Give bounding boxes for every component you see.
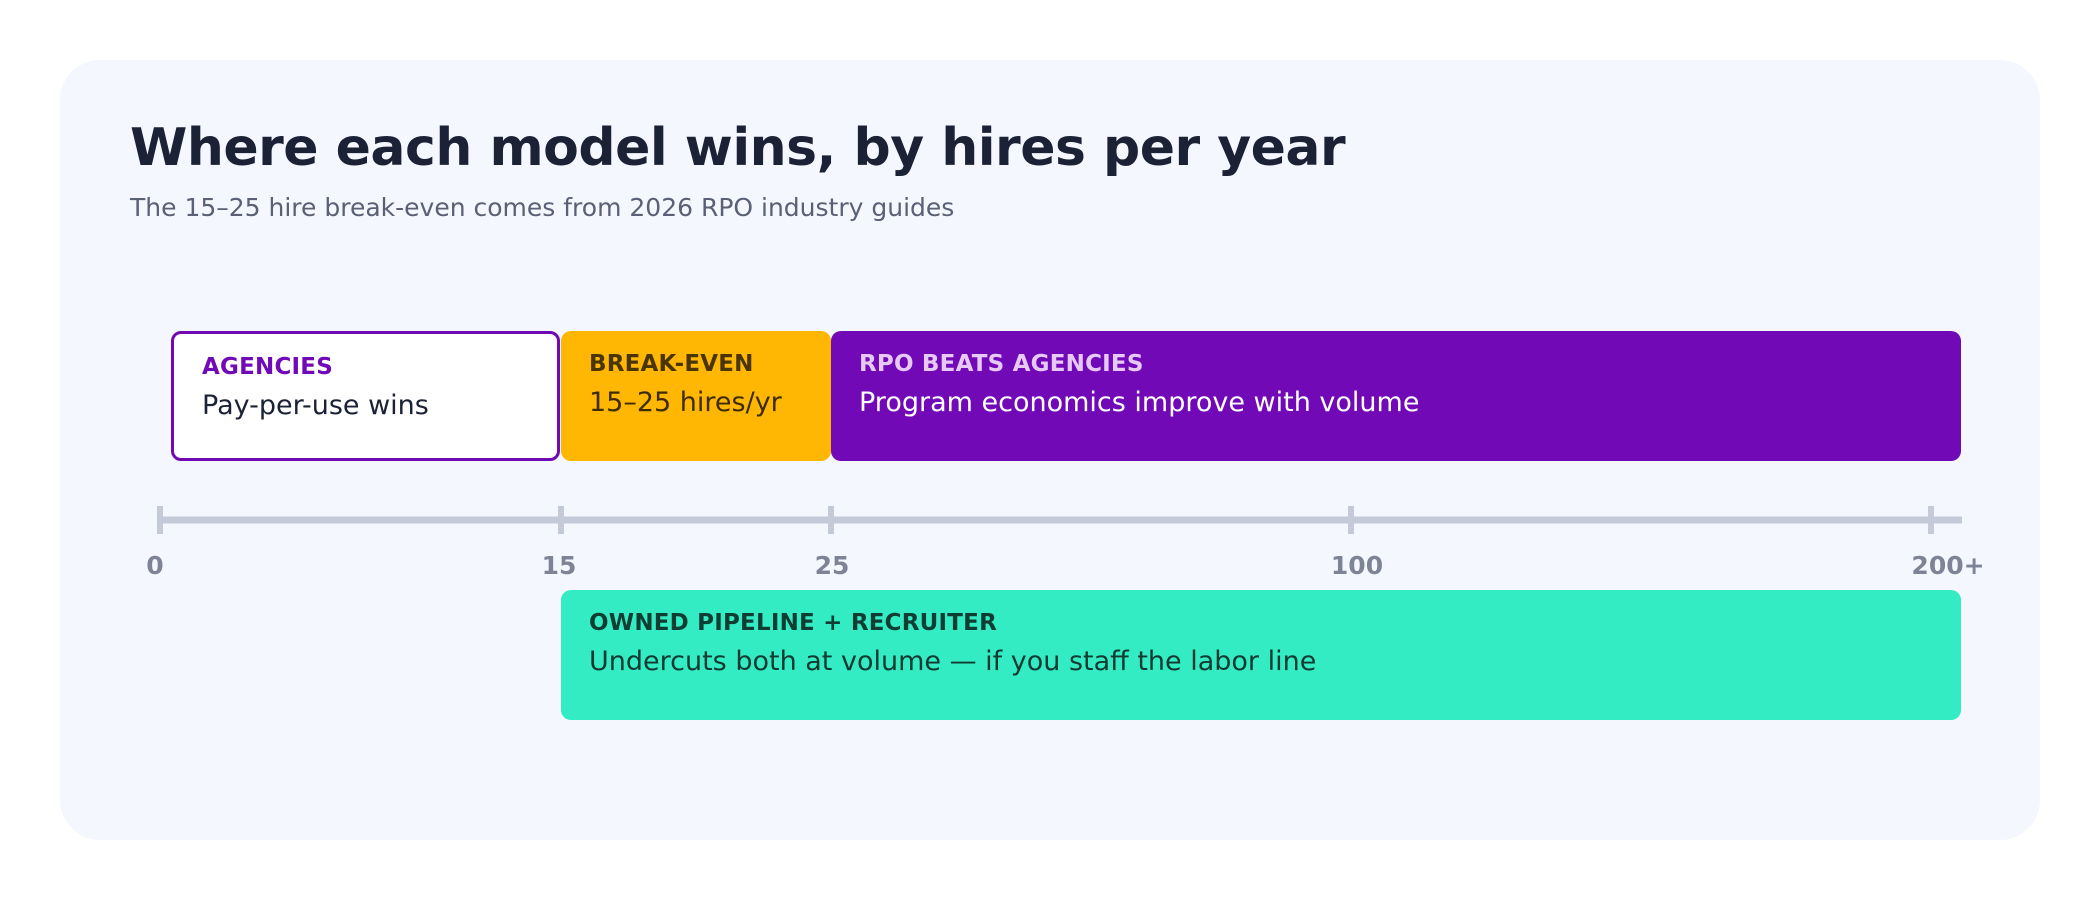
band-break-even-kicker: BREAK-EVEN (589, 351, 754, 377)
page-title: Where each model wins, by hires per year (130, 118, 1346, 178)
axis-tick-label-100: 100 (1330, 551, 1384, 580)
axis-tick-label-0: 0 (146, 551, 164, 580)
band-owned-pipeline: OWNED PIPELINE + RECRUITER Undercuts bot… (561, 590, 1961, 720)
band-break-even: BREAK-EVEN 15–25 hires/yr (561, 331, 831, 461)
band-break-even-desc: 15–25 hires/yr (589, 387, 782, 418)
band-rpo-kicker: RPO BEATS AGENCIES (859, 351, 1144, 377)
axis-tick-label-200: 200+ (1911, 551, 1985, 580)
axis-tick-label-15: 15 (541, 551, 577, 580)
page-subtitle: The 15–25 hire break-even comes from 202… (130, 193, 955, 222)
band-owned-kicker: OWNED PIPELINE + RECRUITER (589, 610, 997, 636)
band-rpo-desc: Program economics improve with volume (859, 387, 1420, 418)
band-agencies-kicker: AGENCIES (202, 354, 333, 380)
axis-tick-label-25: 25 (814, 551, 850, 580)
band-agencies: AGENCIES Pay-per-use wins (171, 331, 560, 461)
band-owned-desc: Undercuts both at volume — if you staff … (589, 646, 1317, 677)
band-rpo: RPO BEATS AGENCIES Program economics imp… (831, 331, 1961, 461)
band-agencies-desc: Pay-per-use wins (202, 390, 429, 421)
